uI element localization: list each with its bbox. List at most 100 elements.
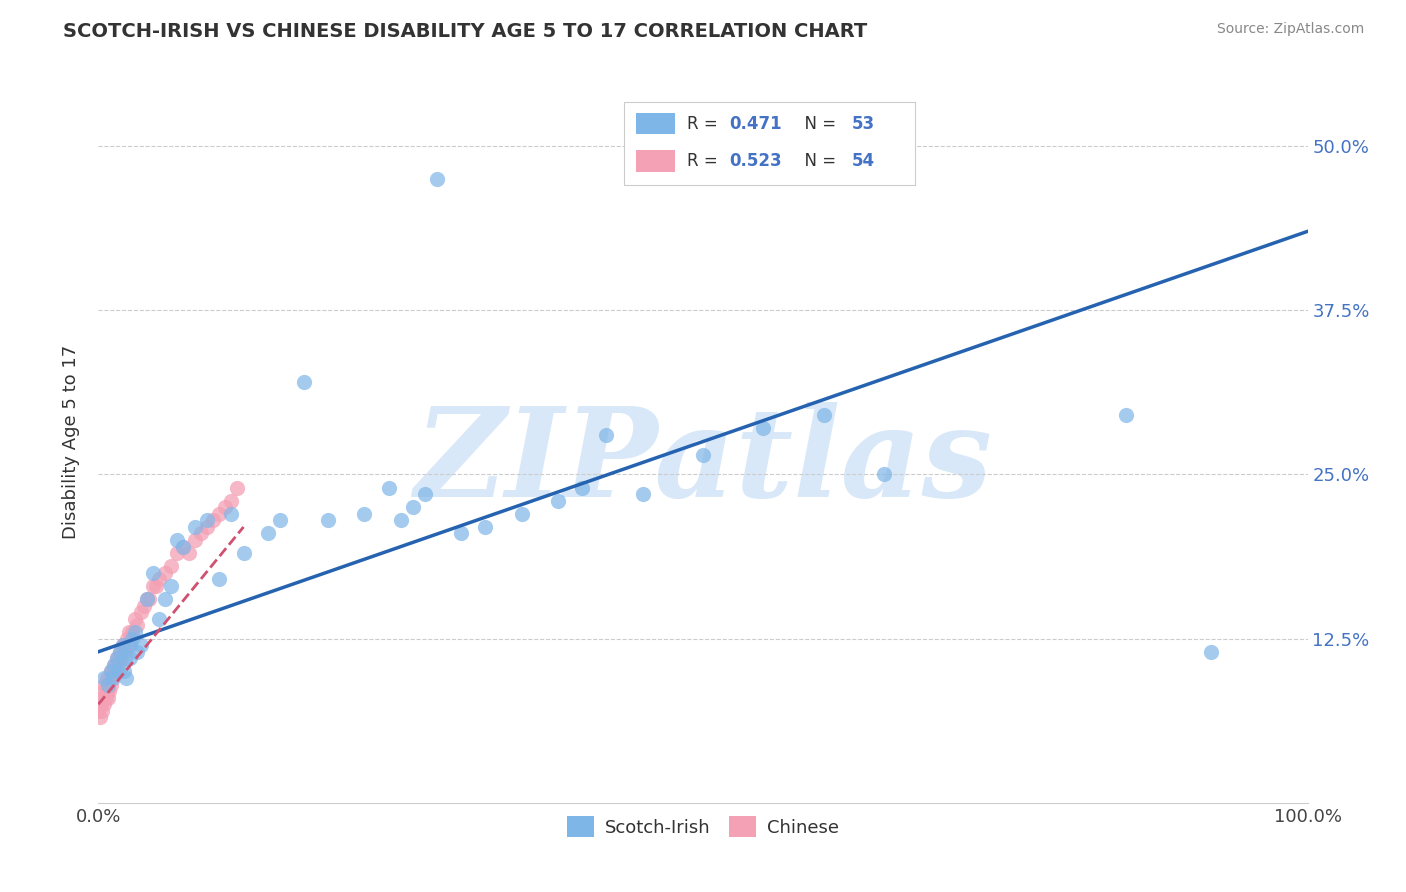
Chinese xyxy=(98,684,121,698)
Scotch-Irish xyxy=(389,513,412,527)
Chinese xyxy=(117,632,139,646)
Scotch-Irish xyxy=(1199,645,1222,659)
Chinese xyxy=(195,520,218,534)
Chinese xyxy=(100,665,122,679)
Scotch-Irish xyxy=(184,520,207,534)
Scotch-Irish xyxy=(595,428,617,442)
Scotch-Irish xyxy=(269,513,291,527)
Scotch-Irish xyxy=(413,487,436,501)
Scotch-Irish xyxy=(232,546,254,560)
Scotch-Irish xyxy=(426,171,449,186)
Scotch-Irish xyxy=(124,625,146,640)
Chinese xyxy=(114,638,136,652)
Scotch-Irish xyxy=(111,638,134,652)
Chinese xyxy=(138,592,160,607)
Scotch-Irish xyxy=(135,592,157,607)
Scotch-Irish xyxy=(108,645,131,659)
Scotch-Irish xyxy=(142,566,165,580)
Scotch-Irish xyxy=(631,487,654,501)
Chinese xyxy=(121,625,143,640)
Chinese xyxy=(166,546,188,560)
Text: 53: 53 xyxy=(852,115,875,133)
Chinese xyxy=(153,566,176,580)
Chinese xyxy=(93,677,115,691)
Chinese xyxy=(221,493,243,508)
Chinese xyxy=(87,704,110,718)
Scotch-Irish xyxy=(316,513,339,527)
Text: ZIPatlas: ZIPatlas xyxy=(413,402,993,524)
Chinese xyxy=(129,605,152,619)
Chinese xyxy=(179,546,201,560)
Text: 0.523: 0.523 xyxy=(730,153,782,170)
Chinese xyxy=(112,645,135,659)
Chinese xyxy=(90,698,112,712)
Scotch-Irish xyxy=(813,409,835,423)
Chinese xyxy=(101,665,124,679)
Chinese xyxy=(184,533,207,547)
Chinese xyxy=(127,618,149,632)
Chinese xyxy=(190,526,212,541)
Scotch-Irish xyxy=(547,493,569,508)
Scotch-Irish xyxy=(166,533,188,547)
Chinese xyxy=(105,651,128,665)
Chinese xyxy=(94,690,117,705)
Chinese xyxy=(91,684,114,698)
Chinese xyxy=(118,625,141,640)
Text: Source: ZipAtlas.com: Source: ZipAtlas.com xyxy=(1216,22,1364,37)
Scotch-Irish xyxy=(450,526,472,541)
Scotch-Irish xyxy=(115,671,138,685)
Chinese xyxy=(96,684,118,698)
Scotch-Irish xyxy=(112,665,135,679)
Text: R =: R = xyxy=(688,115,723,133)
Chinese xyxy=(89,710,111,724)
Scotch-Irish xyxy=(256,526,278,541)
Chinese xyxy=(108,645,131,659)
Chinese xyxy=(142,579,165,593)
Text: 0.471: 0.471 xyxy=(730,115,782,133)
Chinese xyxy=(96,671,118,685)
Scotch-Irish xyxy=(103,657,125,672)
Chinese xyxy=(148,573,170,587)
Scotch-Irish xyxy=(752,421,775,435)
Chinese xyxy=(226,481,249,495)
Scotch-Irish xyxy=(1115,409,1137,423)
FancyBboxPatch shape xyxy=(624,102,915,185)
Scotch-Irish xyxy=(195,513,218,527)
Scotch-Irish xyxy=(100,665,122,679)
Chinese xyxy=(107,657,129,672)
Scotch-Irish xyxy=(873,467,896,482)
Chinese xyxy=(93,698,115,712)
Scotch-Irish xyxy=(402,500,425,515)
Text: N =: N = xyxy=(793,115,841,133)
Scotch-Irish xyxy=(121,632,143,646)
Chinese xyxy=(118,638,141,652)
Scotch-Irish xyxy=(172,540,194,554)
FancyBboxPatch shape xyxy=(637,151,675,172)
Text: 54: 54 xyxy=(852,153,875,170)
Scotch-Irish xyxy=(148,612,170,626)
Chinese xyxy=(134,599,156,613)
Chinese xyxy=(145,579,167,593)
Chinese xyxy=(124,612,146,626)
Chinese xyxy=(97,690,120,705)
Scotch-Irish xyxy=(97,677,120,691)
Scotch-Irish xyxy=(377,481,399,495)
Chinese xyxy=(208,507,231,521)
Chinese xyxy=(202,513,225,527)
Scotch-Irish xyxy=(107,665,129,679)
Scotch-Irish xyxy=(292,376,315,390)
Scotch-Irish xyxy=(101,671,124,685)
Scotch-Irish xyxy=(114,651,136,665)
Scotch-Irish xyxy=(221,507,243,521)
Scotch-Irish xyxy=(118,651,141,665)
Text: N =: N = xyxy=(793,153,841,170)
Chinese xyxy=(100,671,122,685)
Scotch-Irish xyxy=(153,592,176,607)
Scotch-Irish xyxy=(474,520,496,534)
Chinese xyxy=(111,638,134,652)
Chinese xyxy=(108,651,131,665)
Scotch-Irish xyxy=(353,507,375,521)
Chinese xyxy=(97,677,120,691)
Chinese xyxy=(135,592,157,607)
Chinese xyxy=(103,657,125,672)
